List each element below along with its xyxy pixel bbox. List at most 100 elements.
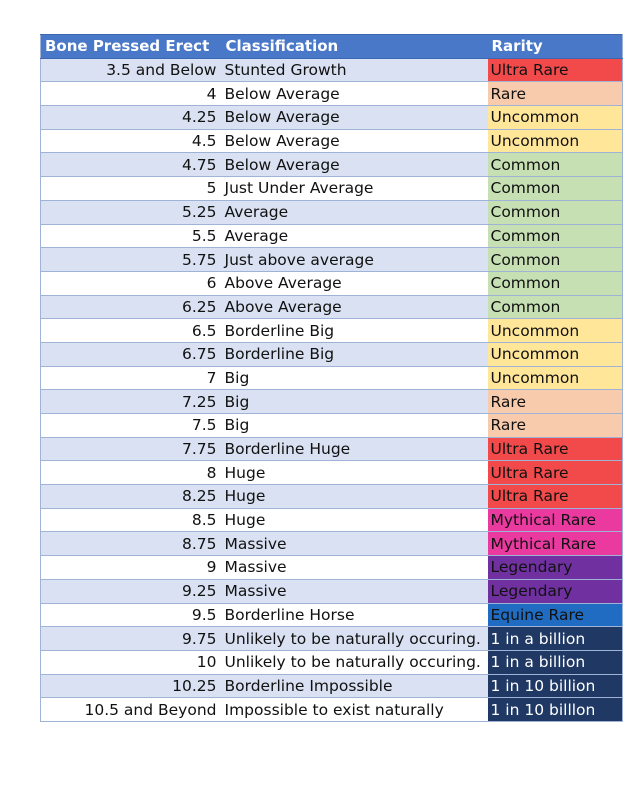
table-row: 7.5 Big Rare [40, 413, 623, 438]
table-row: 6.5 Borderline Big Uncommon [40, 318, 623, 343]
classification-cell: Borderline Huge [221, 436, 488, 462]
classification-cell: Average [221, 223, 488, 249]
classification-cell: Huge [221, 484, 488, 509]
classification-cell: Just Under Average [221, 176, 488, 201]
table-row: 9 Massive Legendary [40, 555, 623, 580]
length-cell: 3.5 and Below [40, 57, 222, 83]
rarity-cell: 1 in 10 billion [487, 673, 623, 699]
table-row: 9.5 Borderline Horse Equine Rare [40, 602, 623, 628]
rarity-cell: Rare [487, 413, 623, 438]
table-row: 7 Big Uncommon [40, 365, 623, 391]
rarity-cell: Rare [487, 389, 623, 414]
length-cell: 9.25 [40, 578, 222, 604]
classification-cell: Below Average [221, 81, 488, 107]
rarity-cell: Equine Rare [487, 602, 623, 628]
length-cell: 7.75 [40, 436, 222, 462]
table-header: Bone Pressed Erect Classification Rarity [40, 34, 623, 59]
table-row: 10 Unlikely to be naturally occuring. 1 in… [40, 649, 623, 675]
classification-cell: Borderline Horse [221, 602, 488, 628]
table-row: 8 Huge Ultra Rare [40, 460, 623, 486]
header-classification: Classification [221, 34, 488, 59]
classification-cell: Below Average [221, 128, 488, 154]
length-cell: 7.5 [40, 413, 222, 438]
classification-cell: Big [221, 365, 488, 391]
rarity-cell: Mythical Rare [487, 507, 623, 533]
rarity-cell: Uncommon [487, 341, 623, 367]
length-cell: 6.5 [40, 318, 222, 343]
table-row: 4.5 Below Average Uncommon [40, 128, 623, 154]
table-body: 3.5 and Below Stunted Growth Ultra Rare 4 Be… [40, 57, 623, 722]
table-row: 8.5 Huge Mythical Rare [40, 507, 623, 533]
table-row: 7.25 Big Rare [40, 389, 623, 414]
length-cell: 8.5 [40, 507, 222, 533]
length-cell: 5.5 [40, 223, 222, 249]
classification-cell: Massive [221, 555, 488, 580]
rarity-cell: Common [487, 294, 623, 320]
table-row: 8.25 Huge Ultra Rare [40, 484, 623, 509]
classification-cell: Stunted Growth [221, 57, 488, 83]
table-row: 6.25 Above Average Common [40, 294, 623, 320]
classification-cell: Below Average [221, 105, 488, 130]
classification-cell: Borderline Impossible [221, 673, 488, 699]
length-cell: 4.25 [40, 105, 222, 130]
table-row: 9.25 Massive Legendary [40, 578, 623, 604]
rarity-cell: Uncommon [487, 318, 623, 343]
rarity-cell: Legendary [487, 555, 623, 580]
length-cell: 8 [40, 460, 222, 486]
rarity-cell: Uncommon [487, 128, 623, 154]
classification-cell: Massive [221, 531, 488, 557]
rarity-table: Bone Pressed Erect Classification Rarity… [40, 34, 623, 722]
rarity-cell: Ultra Rare [487, 484, 623, 509]
rarity-cell: Ultra Rare [487, 57, 623, 83]
rarity-cell: Rare [487, 81, 623, 107]
table-row: 4.75 Below Average Common [40, 152, 623, 178]
length-cell: 8.25 [40, 484, 222, 509]
length-cell: 5.75 [40, 247, 222, 272]
length-cell: 4.75 [40, 152, 222, 178]
table-row: 7.75 Borderline Huge Ultra Rare [40, 436, 623, 462]
rarity-cell: 1 in 10 billlon [487, 697, 623, 722]
rarity-cell: Common [487, 176, 623, 201]
table-row: 10.25 Borderline Impossible 1 in 10 billio… [40, 673, 623, 699]
length-cell: 9.75 [40, 626, 222, 651]
rarity-cell: Common [487, 199, 623, 225]
length-cell: 4 [40, 81, 222, 107]
length-cell: 4.5 [40, 128, 222, 154]
table-row: 9.75 Unlikely to be naturally occuring. 1 … [40, 626, 623, 651]
rarity-cell: 1 in a billion [487, 649, 623, 675]
classification-cell: Average [221, 199, 488, 225]
rarity-cell: Uncommon [487, 105, 623, 130]
classification-cell: Unlikely to be naturally occuring. [221, 649, 488, 675]
rarity-cell: Common [487, 152, 623, 178]
length-cell: 8.75 [40, 531, 222, 557]
rarity-cell: Common [487, 270, 623, 296]
classification-cell: Just above average [221, 247, 488, 272]
table-row: 6 Above Average Common [40, 270, 623, 296]
classification-cell: Massive [221, 578, 488, 604]
rarity-cell: Mythical Rare [487, 531, 623, 557]
classification-cell: Impossible to exist naturally [221, 697, 488, 722]
length-cell: 9.5 [40, 602, 222, 628]
classification-cell: Borderline Big [221, 318, 488, 343]
table-row: 4.25 Below Average Uncommon [40, 105, 623, 130]
rarity-cell: Uncommon [487, 365, 623, 391]
classification-cell: Unlikely to be naturally occuring. [221, 626, 488, 651]
table-row: 10.5 and Beyond Impossible to exist natur… [40, 697, 623, 722]
classification-cell: Big [221, 389, 488, 414]
table-row: 5 Just Under Average Common [40, 176, 623, 201]
header-row: Bone Pressed Erect Classification Rarity [40, 34, 623, 59]
classification-cell: Below Average [221, 152, 488, 178]
table-row: 5.75 Just above average Common [40, 247, 623, 272]
table-row: 5.5 Average Common [40, 223, 623, 249]
length-cell: 7 [40, 365, 222, 391]
length-cell: 6.25 [40, 294, 222, 320]
rarity-cell: 1 in a billion [487, 626, 623, 651]
classification-cell: Borderline Big [221, 341, 488, 367]
length-cell: 10.5 and Beyond [40, 697, 222, 722]
classification-cell: Big [221, 413, 488, 438]
header-length: Bone Pressed Erect [40, 34, 222, 59]
length-cell: 9 [40, 555, 222, 580]
rarity-cell: Ultra Rare [487, 460, 623, 486]
classification-cell: Huge [221, 507, 488, 533]
length-cell: 5.25 [40, 199, 222, 225]
